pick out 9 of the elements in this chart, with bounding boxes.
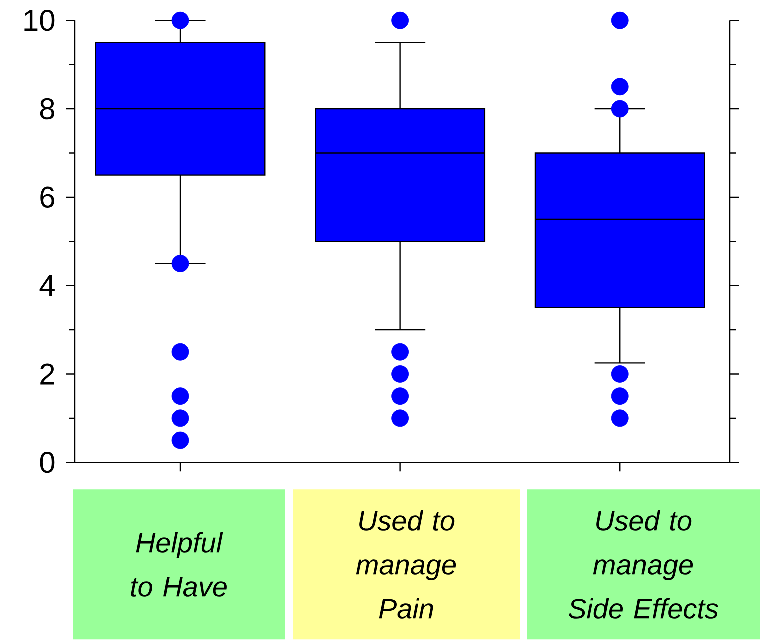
y-tick-label: 4 <box>40 276 55 296</box>
x-tick-label: Helpful to Have <box>131 532 227 598</box>
y-tick-label: 8 <box>40 98 54 120</box>
y-tick-label: 6 <box>40 186 54 208</box>
x-tick-label: Used to manage Side Effects <box>568 510 718 620</box>
y-tick-label: 10 <box>24 10 55 32</box>
x-tick-label: Used to manage Pain <box>356 510 456 620</box>
y-tick-label: 0 <box>40 452 55 474</box>
y-tick-label: 2 <box>40 364 54 385</box>
